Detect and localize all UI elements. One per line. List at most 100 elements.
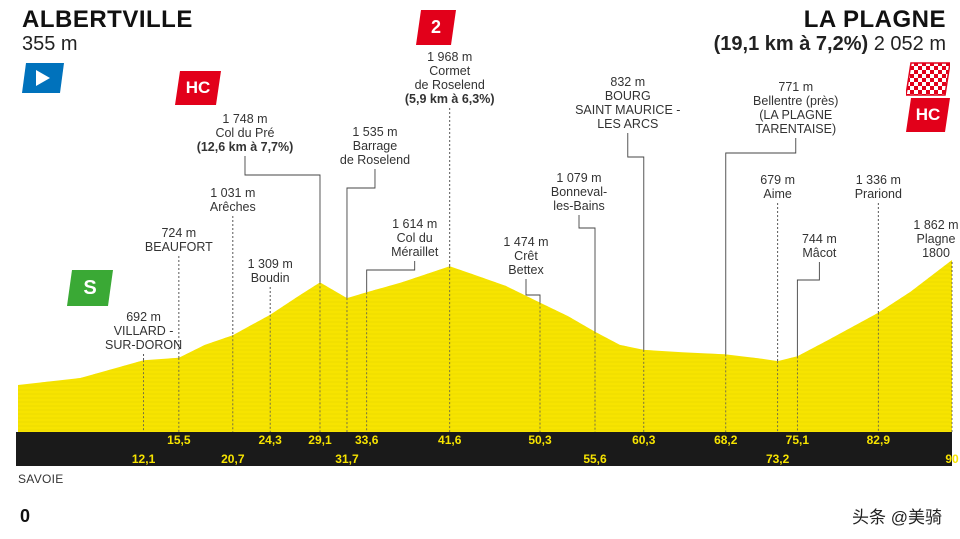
waypoint-label-line: Aime (763, 187, 792, 201)
waypoint-label: 1 862 m Plagne 1800 (913, 218, 958, 260)
waypoint-label-line: BOURG (604, 89, 651, 103)
waypoint-label-line: 724 m (161, 226, 197, 240)
finish-town: LA PLAGNE (803, 6, 946, 33)
waypoint-label-line: 744 m (801, 232, 837, 246)
waypoint-label-line: SUR-DORON (105, 338, 183, 352)
hc-badge-finish: HC (906, 98, 950, 132)
waypoint-label-line: de Roselend (339, 153, 411, 167)
waypoint-leader-line (525, 279, 541, 303)
finish-climb: (19,1 km à 7,2%) (713, 33, 869, 55)
waypoint-label: 1 535 m Barrage de Roselend (340, 125, 410, 167)
waypoint-label: 1 748 m Col du Pré (12,6 km à 7,7%) (197, 112, 294, 154)
km-tick-label: 50,3 (528, 433, 552, 447)
waypoint-label-line: 1 614 m (392, 217, 438, 231)
waypoint-label-line: Bonneval- (550, 185, 608, 199)
waypoint-label: 1 309 m Boudin (248, 257, 293, 285)
finish-info: (19,1 km à 7,2%) 2 052 m (714, 33, 946, 56)
waypoint-label-line: (LA PLAGNE (759, 108, 833, 122)
waypoint-label-line: Bettex (508, 263, 544, 277)
waypoint-label: 1 079 m Bonneval-les-Bains (551, 171, 607, 213)
finish-altitude: 2 052 m (873, 33, 946, 55)
waypoint-leader-line (796, 262, 820, 357)
cat2-badge-label: 2 (430, 17, 441, 37)
waypoint-label-line: Plagne (916, 232, 956, 246)
waypoint-label-line: VILLARD - (113, 324, 174, 338)
km-tick-label: 15,5 (167, 433, 191, 447)
km-tick-label: 12,1 (131, 452, 156, 466)
waypoint-label-line: 1 336 m (855, 173, 901, 187)
km-band (16, 432, 952, 466)
waypoint-leader-line (346, 169, 376, 299)
km-tick-label: 55,6 (583, 452, 607, 466)
waypoint-label: 1 614 m Col du Méraillet (391, 217, 438, 259)
waypoint-label: 679 m Aime (760, 173, 795, 201)
km-tick-label: 41,6 (438, 433, 462, 447)
start-altitude: 355 m (22, 33, 78, 55)
waypoint-label: 1 031 m Arêches (210, 186, 256, 214)
waypoint-label-line: les-Bains (553, 199, 605, 213)
waypoint-label-line: 832 m (610, 75, 646, 89)
waypoint-label-line: 1 474 m (503, 235, 549, 249)
waypoint-label: 1 968 m Cormet de Roselend (5,9 km à 6,3%) (405, 50, 495, 106)
waypoint-leader-line (366, 261, 416, 293)
waypoint-label-line: 1 748 m (222, 112, 268, 126)
km-tick-label: 75,1 (785, 433, 810, 447)
waypoint-label-line: 1 862 m (913, 218, 959, 232)
waypoint-label: 771 m Bellentre (près) (LA PLAGNE TARENTAIS… (753, 80, 838, 136)
waypoint-label-line: 1800 (922, 246, 950, 260)
waypoint-leader-line (627, 133, 645, 350)
waypoint-label-line: Boudin (250, 271, 290, 285)
waypoint-climb-stats: (5,9 km à 6,3%) (404, 92, 495, 106)
waypoint-label-line: Bellentre (près) (753, 94, 839, 108)
km-tick-label: 24,3 (258, 433, 282, 447)
waypoint-label-line: Crêt (514, 249, 538, 263)
waypoint-label-line: 1 535 m (352, 125, 398, 139)
waypoint-label-line: 1 309 m (247, 257, 293, 271)
waypoint-label-line: Arêches (209, 200, 256, 214)
km-tick-label: 73,2 (765, 452, 790, 466)
km-tick-label: 68,2 (714, 433, 738, 447)
waypoint-label-line: 1 968 m (427, 50, 473, 64)
origin-label: 0 (20, 506, 31, 526)
start-town: ALBERTVILLE (22, 6, 193, 33)
km-tick-label: 90 (945, 452, 959, 466)
waypoint-label-line: 692 m (126, 310, 161, 324)
hc-badge-label: HC (185, 78, 211, 97)
waypoint-label-line: Prariond (854, 187, 902, 201)
cat2-badge-cormet: 2 (416, 10, 456, 45)
waypoint-label-line: LES ARCS (597, 117, 659, 131)
region-label: SAVOIE (18, 472, 64, 486)
finish-checkered-flag-icon (906, 62, 950, 96)
waypoint-label-line: TARENTAISE) (755, 122, 837, 136)
waypoint-label: 724 m BEAUFORT (145, 226, 213, 254)
waypoint-label-line: SAINT MAURICE - (575, 103, 681, 117)
km-tick-label: 31,7 (335, 452, 359, 466)
watermark: 头条 @美骑 (852, 508, 942, 527)
sprint-badge-label: S (83, 277, 97, 299)
waypoint-label: 832 m BOURG SAINT MAURICE - LES ARCS (575, 75, 680, 131)
leader-lines (143, 108, 953, 432)
waypoint-label-line: BEAUFORT (144, 240, 213, 254)
waypoint-label-line: Col du Pré (215, 126, 275, 140)
waypoint-label-line: 1 031 m (210, 186, 256, 200)
km-tick-label: 20,7 (221, 452, 245, 466)
waypoint-climb-stats: (12,6 km à 7,7%) (196, 140, 294, 154)
waypoint-label-line: 771 m (778, 80, 814, 94)
waypoint-label-line: 1 079 m (556, 171, 602, 185)
waypoint-label: 692 m VILLARD - SUR-DORON (105, 310, 182, 352)
waypoint-leader-line (578, 215, 596, 332)
waypoint-leader-line (244, 156, 321, 283)
sprint-badge-villard: S (67, 270, 113, 306)
waypoint-label-line: Barrage (352, 139, 398, 153)
waypoint-label-line: Col du (396, 231, 433, 245)
waypoint-label: 1 474 m Crêt Bettex (503, 235, 548, 277)
waypoint-label-line: Cormet (429, 64, 471, 78)
waypoint-leader-line (725, 138, 797, 355)
km-tick-label: 82,9 (866, 433, 890, 447)
waypoint-label-line: 679 m (760, 173, 796, 187)
hc-badge-col-du-pre: HC (175, 71, 221, 105)
waypoint-label-line: de Roselend (414, 78, 485, 92)
km-tick-label: 33,6 (355, 433, 379, 447)
waypoint-label-line: Méraillet (391, 245, 439, 259)
